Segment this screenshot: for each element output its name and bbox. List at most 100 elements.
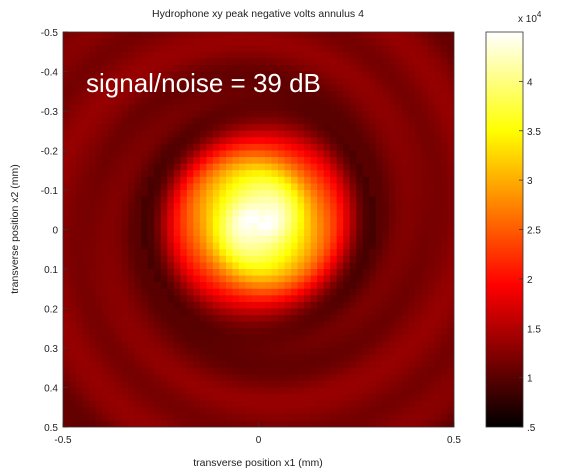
heatmap-cell bbox=[134, 130, 142, 138]
heatmap-cell bbox=[310, 209, 318, 217]
heatmap-cell bbox=[219, 32, 227, 40]
heatmap-cell bbox=[271, 137, 279, 145]
heatmap-cell bbox=[102, 413, 110, 422]
heatmap-cell bbox=[160, 104, 168, 112]
heatmap-cell bbox=[336, 308, 344, 316]
heatmap-cell bbox=[375, 104, 383, 112]
heatmap-cell bbox=[343, 91, 351, 99]
heatmap-cell bbox=[336, 394, 344, 402]
heatmap-cell bbox=[310, 328, 318, 336]
heatmap-cell bbox=[447, 163, 454, 171]
heatmap-cell bbox=[212, 104, 220, 112]
heatmap-cell bbox=[206, 315, 214, 323]
heatmap-cell bbox=[408, 249, 416, 257]
heatmap-cell bbox=[375, 163, 383, 171]
heatmap-cell bbox=[134, 51, 142, 59]
heatmap-cell bbox=[414, 255, 423, 264]
heatmap-cell bbox=[434, 163, 442, 171]
heatmap-cell bbox=[401, 348, 409, 356]
heatmap-cell bbox=[362, 117, 370, 125]
heatmap-cell bbox=[121, 32, 129, 40]
heatmap-cell bbox=[251, 269, 260, 277]
heatmap-cell bbox=[225, 341, 234, 349]
heatmap-cell bbox=[102, 380, 110, 389]
heatmap-cell bbox=[102, 143, 110, 152]
heatmap-cell bbox=[212, 262, 220, 270]
heatmap-cell bbox=[238, 104, 247, 112]
heatmap-cell bbox=[349, 348, 357, 356]
heatmap-cell bbox=[186, 91, 194, 99]
heatmap-cell bbox=[408, 308, 416, 316]
heatmap-cell bbox=[206, 413, 214, 422]
heatmap-cell bbox=[336, 321, 344, 329]
heatmap-cell bbox=[434, 222, 442, 231]
heatmap-cell bbox=[121, 374, 129, 382]
heatmap-cell bbox=[89, 190, 97, 198]
heatmap-cell bbox=[278, 229, 286, 237]
heatmap-cell bbox=[167, 84, 175, 92]
heatmap-cell bbox=[69, 308, 77, 316]
heatmap-cell bbox=[212, 176, 220, 185]
heatmap-cell bbox=[232, 387, 240, 395]
heatmap-cell bbox=[180, 321, 188, 329]
y-axis-ticks: -0.5-0.4-0.3-0.2-0.100.10.20.30.40.5 bbox=[41, 28, 68, 434]
heatmap-cell bbox=[343, 222, 351, 231]
heatmap-cell bbox=[265, 117, 273, 125]
heatmap-cell bbox=[95, 130, 103, 138]
heatmap-cell bbox=[82, 361, 90, 369]
heatmap-cell bbox=[434, 354, 442, 362]
heatmap-cell bbox=[102, 45, 110, 53]
heatmap-cell bbox=[421, 64, 429, 73]
heatmap-cell bbox=[102, 367, 110, 375]
heatmap-cell bbox=[173, 275, 181, 283]
heatmap-cell bbox=[421, 255, 429, 264]
heatmap-cell bbox=[323, 380, 331, 389]
heatmap-cell bbox=[251, 163, 260, 171]
heatmap-cell bbox=[154, 45, 162, 53]
heatmap-cell bbox=[284, 374, 292, 382]
heatmap-cell bbox=[421, 334, 429, 343]
heatmap-cell bbox=[63, 203, 71, 211]
heatmap-cell bbox=[186, 315, 194, 323]
heatmap-cell bbox=[284, 354, 292, 362]
heatmap-cell bbox=[421, 176, 429, 185]
heatmap-cell bbox=[297, 170, 305, 178]
y-tick-label: 0.5 bbox=[44, 423, 58, 434]
heatmap-cell bbox=[291, 242, 299, 250]
heatmap-cell bbox=[349, 255, 357, 264]
heatmap-cell bbox=[440, 269, 449, 277]
heatmap-cell bbox=[128, 216, 136, 224]
heatmap-cell bbox=[95, 308, 103, 316]
heatmap-cell bbox=[440, 295, 449, 303]
heatmap-cell bbox=[304, 124, 312, 132]
heatmap-cell bbox=[95, 380, 103, 389]
heatmap-cell bbox=[245, 91, 253, 99]
heatmap-cell bbox=[434, 78, 442, 86]
heatmap-cell bbox=[323, 51, 331, 59]
heatmap-cell bbox=[388, 71, 396, 79]
heatmap-cell bbox=[238, 203, 247, 211]
heatmap-cell bbox=[225, 71, 234, 79]
heatmap-cell bbox=[304, 45, 312, 53]
heatmap-cell bbox=[297, 229, 305, 237]
heatmap-cell bbox=[141, 387, 149, 395]
heatmap-cell bbox=[265, 209, 273, 217]
heatmap-cell bbox=[271, 209, 279, 217]
heatmap-cell bbox=[108, 420, 116, 427]
heatmap-cell bbox=[388, 282, 396, 290]
heatmap-cell bbox=[102, 183, 110, 191]
heatmap-cell bbox=[180, 170, 188, 178]
heatmap-cell bbox=[447, 38, 454, 46]
heatmap-cell bbox=[297, 104, 305, 112]
heatmap-cell bbox=[141, 222, 149, 231]
heatmap-cell bbox=[336, 407, 344, 415]
heatmap-cell bbox=[434, 170, 442, 178]
heatmap-cell bbox=[356, 282, 364, 290]
heatmap-cell bbox=[134, 64, 142, 73]
heatmap-cell bbox=[265, 413, 273, 422]
heatmap-cell bbox=[336, 348, 344, 356]
heatmap-cell bbox=[356, 84, 364, 92]
heatmap-cell bbox=[297, 190, 305, 198]
heatmap-cell bbox=[134, 196, 142, 204]
heatmap-cell bbox=[128, 380, 136, 389]
